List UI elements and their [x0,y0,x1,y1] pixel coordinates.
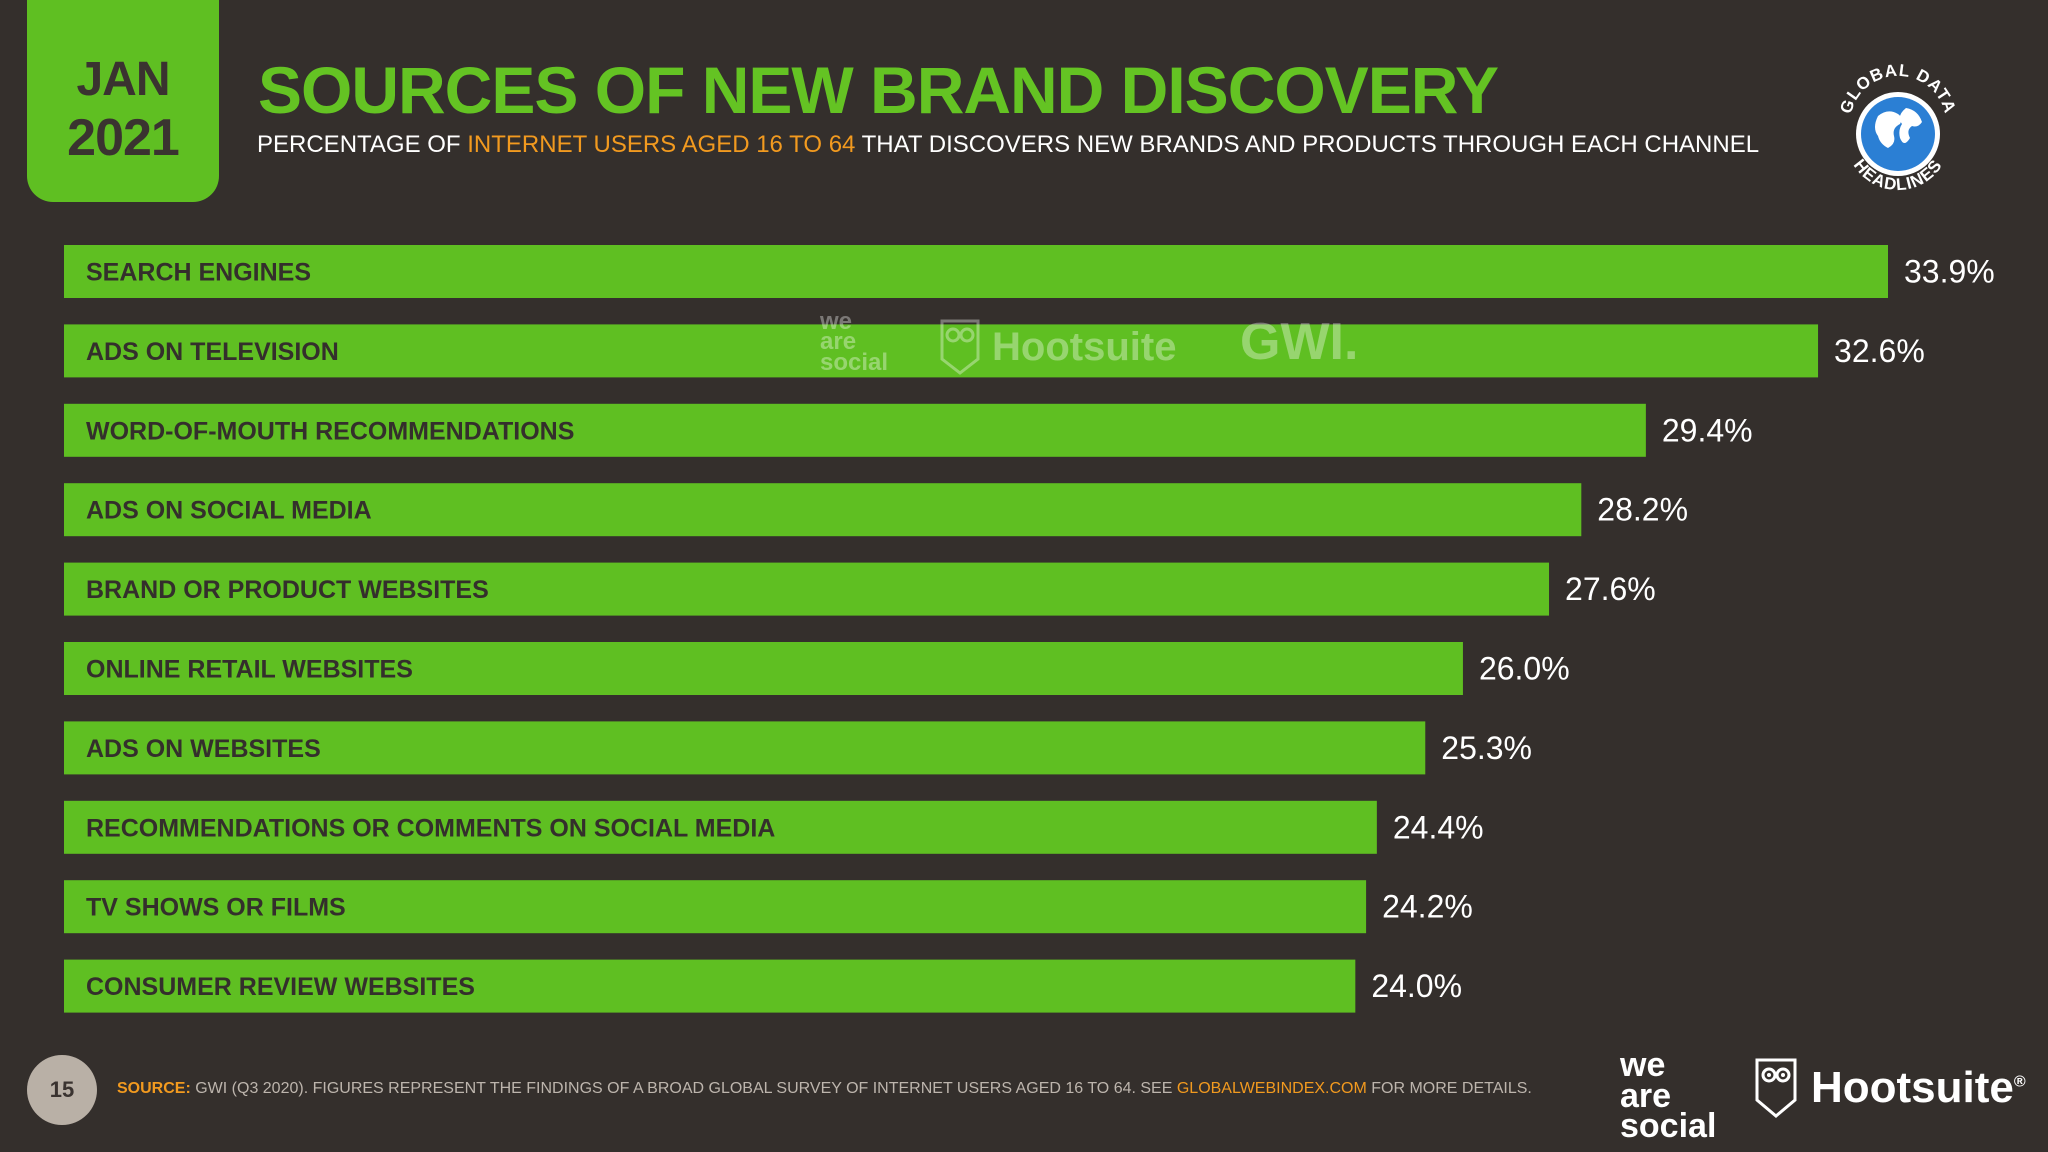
bar-0 [64,245,1888,298]
bar-label-7: RECOMMENDATIONS OR COMMENTS ON SOCIAL ME… [86,814,775,842]
source-text: GWI (Q3 2020). FIGURES REPRESENT THE FIN… [190,1080,1177,1097]
bar-label-9: CONSUMER REVIEW WEBSITES [86,973,475,1001]
source-note: SOURCE: GWI (Q3 2020). FIGURES REPRESENT… [117,1080,1532,1098]
bar-8 [64,880,1367,934]
bar-label-4: BRAND OR PRODUCT WEBSITES [86,576,489,604]
watermark-we-are-social: we are social [820,308,920,382]
global-data-headlines-badge: GLOBAL DATA HEADLINES [1836,61,1958,195]
value-label-6: 25.3% [1441,730,1532,766]
date-tab: JAN 2021 [27,0,219,202]
logo-we: we [1620,1046,1666,1084]
watermark-we: we [820,308,853,335]
bar-1 [64,324,1819,378]
hootsuite-logo-label: Hootsuite® [1811,1063,2026,1113]
date-year: 2021 [67,109,180,167]
bar-label-6: ADS ON WEBSITES [86,735,321,763]
source-link[interactable]: GLOBALWEBINDEX.COM [1176,1080,1367,1097]
value-label-5: 26.0% [1479,651,1570,687]
we-are-social-logo: we are social [1620,1046,1717,1146]
watermark-hootsuite: Hootsuite [940,312,1176,382]
hootsuite-logo: Hootsuite® [1755,1058,2026,1118]
owl-icon [940,319,980,375]
bar-4 [64,562,1550,616]
bar-2 [64,403,1646,457]
value-label-9: 24.0% [1371,968,1462,1004]
bar-7 [64,800,1377,854]
subtitle-prefix: PERCENTAGE OF [257,131,468,158]
subtitle-suffix: THAT DISCOVERS NEW BRANDS AND PRODUCTS T… [855,131,1760,158]
value-label-8: 24.2% [1382,889,1473,925]
page-title: SOURCES OF NEW BRAND DISCOVERY [258,53,1499,127]
source-label: SOURCE: [117,1080,191,1097]
registered-mark: ® [2013,1073,2026,1091]
subtitle-highlight: INTERNET USERS AGED 16 TO 64 [467,131,856,158]
bar-label-1: ADS ON TELEVISION [86,338,339,366]
value-label-2: 29.4% [1662,412,1753,448]
bar-3 [64,483,1582,537]
hootsuite-wordmark: Hootsuite [1811,1063,2014,1112]
watermark-are: are [820,328,857,356]
hootsuite-owl-icon [1755,1058,1797,1118]
value-label-1: 32.6% [1834,333,1925,369]
value-label-0: 33.9% [1904,254,1995,290]
value-label-3: 28.2% [1597,492,1688,528]
bar-label-3: ADS ON SOCIAL MEDIA [86,497,372,525]
bar-9 [64,959,1356,1013]
logo-social: social [1620,1107,1717,1146]
bar-6 [64,721,1426,775]
bar-5 [64,642,1463,695]
page-number: 15 [27,1055,97,1125]
bar-label-2: WORD-OF-MOUTH RECOMMENDATIONS [86,417,574,445]
value-label-7: 24.4% [1393,809,1484,845]
bar-label-5: ONLINE RETAIL WEBSITES [86,656,413,684]
value-label-4: 27.6% [1565,571,1656,607]
page-subtitle: PERCENTAGE OF INTERNET USERS AGED 16 TO … [257,131,1759,159]
bar-label-8: TV SHOWS OR FILMS [86,894,346,922]
date-month: JAN [76,53,170,106]
bar-label-0: SEARCH ENGINES [86,259,311,287]
watermark-social: social [820,348,889,376]
source-tail: FOR MORE DETAILS. [1366,1080,1532,1097]
logo-are: are [1620,1076,1672,1115]
watermark-gwi: GWI. [1240,313,1359,371]
watermark-hootsuite-label: Hootsuite [992,324,1177,369]
